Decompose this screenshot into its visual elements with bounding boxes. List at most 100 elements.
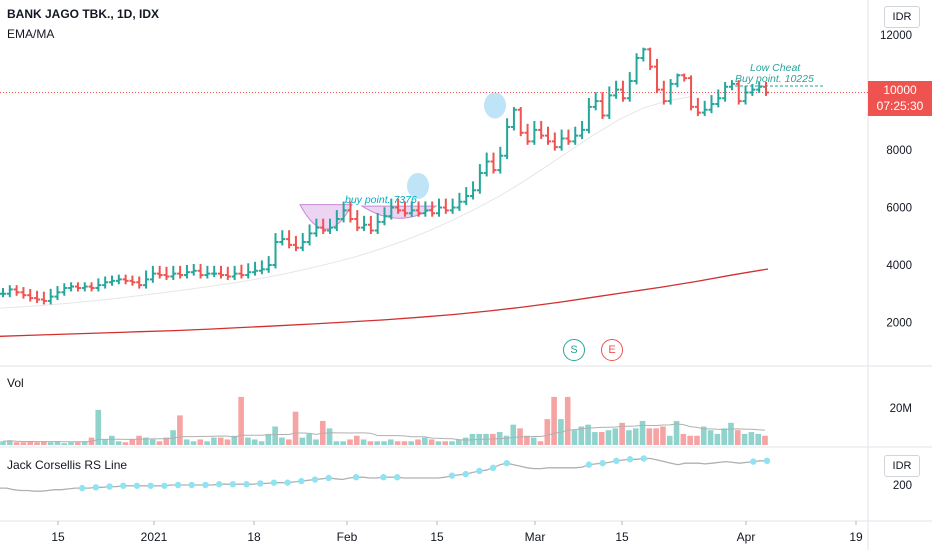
rs-new-high-dot xyxy=(133,482,141,489)
ohlc-bar xyxy=(545,126,551,145)
volume-bar xyxy=(177,415,183,445)
earnings-event-marker[interactable]: E xyxy=(601,339,623,361)
volume-bar xyxy=(605,430,612,445)
ohlc-bar xyxy=(340,201,347,223)
ohlc-bar xyxy=(504,118,511,160)
volume-bar xyxy=(748,432,755,445)
ohlc-bar xyxy=(647,47,654,71)
volume-bar xyxy=(714,433,721,445)
time-axis-tick: 18 xyxy=(247,530,261,544)
indicator-label[interactable]: EMA/MA xyxy=(7,27,55,41)
ohlc-bar xyxy=(20,287,27,299)
rs-new-high-dot xyxy=(243,481,250,488)
volume-bar xyxy=(27,441,34,445)
volume-bar xyxy=(694,435,700,445)
bar-countdown: 07:25:30 xyxy=(876,99,924,113)
ohlc-bar xyxy=(333,210,340,232)
ma-fast-line xyxy=(0,96,691,309)
ohlc-bar xyxy=(497,146,504,174)
ohlc-bar xyxy=(252,261,259,276)
time-axis-tick: 19 xyxy=(849,530,863,544)
ohlc-bar xyxy=(354,210,361,232)
volume-bar xyxy=(762,435,768,445)
rs-new-high-dot xyxy=(106,483,113,490)
rs-new-high-dot xyxy=(120,482,127,489)
volume-bar xyxy=(353,435,360,445)
ohlc-bar xyxy=(429,201,436,217)
ohlc-bar xyxy=(6,285,13,298)
price-axis-tick: 12000 xyxy=(880,30,912,42)
rs-new-high-dot xyxy=(640,455,647,462)
volume-axis-tick: 20M xyxy=(890,403,912,415)
ohlc-bar xyxy=(728,80,735,91)
volume-bar xyxy=(190,441,197,445)
volume-bar xyxy=(592,432,598,445)
ohlc-bar xyxy=(95,278,102,292)
volume-bar xyxy=(75,442,81,445)
time-axis-tick: 15 xyxy=(615,530,629,544)
ohlc-bar xyxy=(347,201,354,223)
ohlc-bar xyxy=(401,201,408,217)
ohlc-bar xyxy=(218,265,224,279)
volume-bar xyxy=(163,437,170,445)
ohlc-bar xyxy=(265,256,272,273)
ohlc-bar xyxy=(231,265,238,280)
split-event-marker[interactable]: S xyxy=(563,339,585,361)
volume-bar xyxy=(211,437,217,445)
volume-bar xyxy=(34,442,40,445)
volume-bar xyxy=(95,409,102,445)
ohlc-bar xyxy=(408,201,415,217)
volume-bar xyxy=(394,441,401,445)
ohlc-bar xyxy=(388,198,395,220)
time-axis-tick: Feb xyxy=(337,530,358,544)
volume-bar xyxy=(428,439,435,445)
ohlc-bar xyxy=(558,129,565,151)
ohlc-bar xyxy=(109,275,115,286)
rs-line-label[interactable]: Jack Corsellis RS Line xyxy=(7,458,128,472)
ohlc-bar xyxy=(190,263,197,276)
ohlc-bar xyxy=(81,282,88,292)
rs-currency-button[interactable]: IDR xyxy=(884,455,920,477)
ohlc-bar xyxy=(763,82,769,96)
ohlc-bar xyxy=(224,266,231,280)
ohlc-bar xyxy=(122,274,129,285)
rs-new-high-dot xyxy=(311,476,319,483)
ohlc-bar xyxy=(163,266,170,280)
volume-bar xyxy=(129,439,136,445)
volume-bar xyxy=(54,441,61,445)
ohlc-bar xyxy=(756,82,763,94)
last-price-value: 10000 xyxy=(883,83,917,97)
volume-bar xyxy=(306,433,312,445)
volume-bar xyxy=(530,437,537,445)
volume-bar xyxy=(660,426,666,445)
ohlc-bar xyxy=(211,265,218,278)
volume-bar xyxy=(564,396,571,445)
ohlc-bar xyxy=(701,100,708,117)
volume-bar xyxy=(721,428,727,445)
volume-bar xyxy=(238,396,244,445)
ohlc-bar xyxy=(327,218,333,234)
annotation-buy-point-1: buy point. 7376 xyxy=(345,194,417,206)
ohlc-bar xyxy=(279,230,286,246)
volume-bar xyxy=(612,428,619,445)
volume-bar xyxy=(680,433,687,445)
ohlc-bar xyxy=(531,120,538,145)
rs-new-high-dot xyxy=(476,467,483,475)
symbol-title: BANK JAGO TBK., 1D, IDX xyxy=(7,7,160,21)
ohlc-bar xyxy=(61,283,68,296)
ohlc-bar xyxy=(170,265,177,280)
ohlc-bar xyxy=(245,263,252,279)
volume-bar xyxy=(408,441,415,445)
price-axis-tick: 8000 xyxy=(886,145,912,157)
volume-bar xyxy=(41,441,47,445)
rs-new-high-dot xyxy=(188,481,195,489)
currency-button[interactable]: IDR xyxy=(884,6,920,28)
volume-bar xyxy=(251,439,258,445)
volume-label[interactable]: Vol xyxy=(7,376,24,390)
ohlc-bar xyxy=(258,260,265,275)
price-axis-tick: 2000 xyxy=(886,318,912,330)
ohlc-bar xyxy=(292,235,299,252)
volume-bar xyxy=(374,441,380,445)
rs-new-high-dot xyxy=(284,479,291,486)
